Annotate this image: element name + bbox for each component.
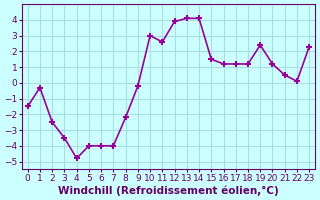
X-axis label: Windchill (Refroidissement éolien,°C): Windchill (Refroidissement éolien,°C) — [58, 185, 279, 196]
